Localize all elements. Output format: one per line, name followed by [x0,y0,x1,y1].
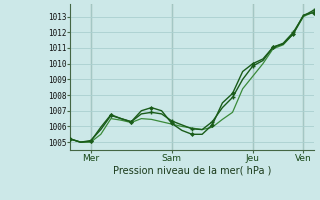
X-axis label: Pression niveau de la mer( hPa ): Pression niveau de la mer( hPa ) [113,166,271,176]
